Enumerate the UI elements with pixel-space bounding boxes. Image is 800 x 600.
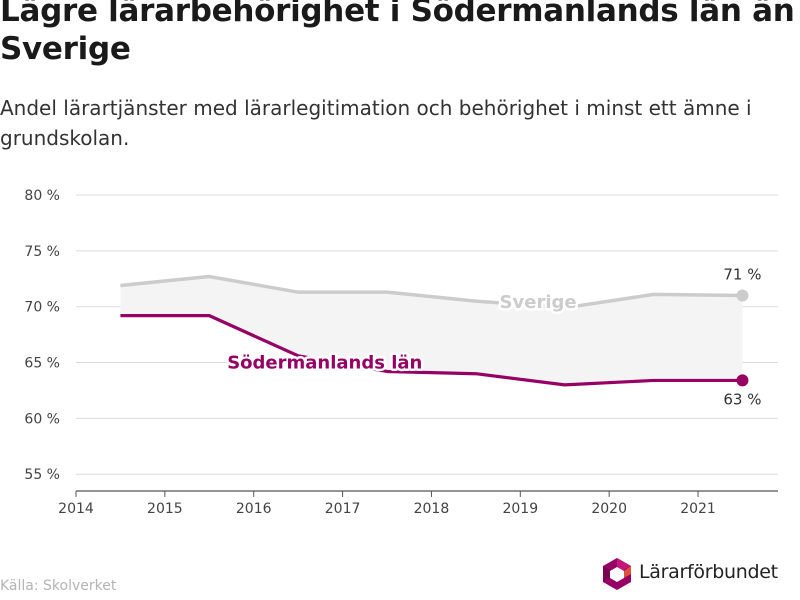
x-tick-label-2016: 2016	[236, 501, 272, 517]
x-tick-label-2014: 2014	[58, 501, 94, 517]
title-line-2: Sverige	[0, 31, 131, 67]
series-end-point-0	[736, 289, 749, 302]
series-line-1	[120, 314, 743, 387]
line-chart: 55 % 60 % 65 % 70 % 75 % 80 % 2014 2015 2016 2017…	[24, 188, 778, 517]
subtitle-line-1: Andel lärartjänster med lärarlegitimatio…	[0, 96, 752, 120]
series-end-label-0: 71 %	[723, 266, 761, 284]
logo-icon	[603, 558, 631, 590]
y-tick-label-70: 70 %	[24, 300, 60, 316]
y-tick-label-80: 80 %	[24, 188, 60, 204]
chart-title: Lägre lärarbehörighet i Södermanlands lä…	[0, 0, 800, 68]
source-note: Källa: Skolverket	[0, 578, 117, 594]
y-tick-label-75: 75 %	[24, 244, 60, 260]
series-name-label-0: Sverige	[500, 292, 577, 313]
y-tick-label-60: 60 %	[24, 411, 60, 427]
series-end-label-1: 63 %	[723, 390, 761, 408]
logo-text: Lärarförbundet	[639, 561, 778, 583]
x-tick-label-2015: 2015	[147, 501, 183, 517]
series-name-label-1: Södermanlands län	[227, 353, 422, 374]
x-tick-label-2018: 2018	[414, 501, 450, 517]
x-tick-label-2021: 2021	[680, 501, 716, 517]
subtitle-line-2: grundskolan.	[0, 126, 130, 150]
title-line-1: Lägre lärarbehörighet i Södermanlands lä…	[0, 0, 800, 29]
series-line-0	[120, 274, 743, 310]
y-tick-label-65: 65 %	[24, 356, 60, 372]
x-tick-label-2017: 2017	[325, 501, 361, 517]
chart-subtitle: Andel lärartjänster med lärarlegitimatio…	[0, 93, 800, 153]
gap-area	[120, 276, 743, 385]
y-tick-label-55: 55 %	[24, 467, 60, 483]
x-tick-label-2020: 2020	[591, 501, 627, 517]
series-end-point-1	[736, 374, 749, 387]
x-tick-label-2019: 2019	[502, 501, 538, 517]
